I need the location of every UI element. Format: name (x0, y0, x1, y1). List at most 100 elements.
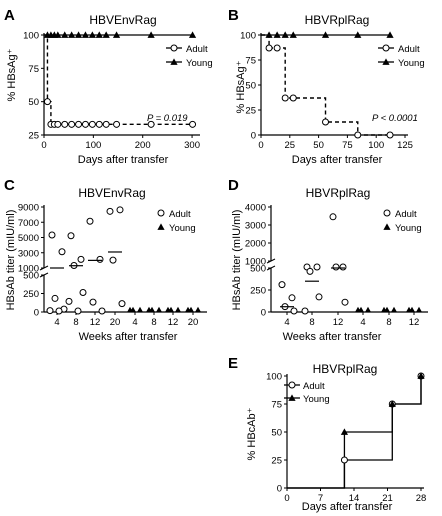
panel-a-adult-point-4 (54, 120, 62, 128)
panel-d-adult-point-9 (329, 213, 337, 221)
panel-a-young-point-7 (74, 31, 83, 38)
panel-d-xtick-label-2: 12 (333, 317, 344, 328)
panel-a-title: HBVEnvRag (89, 13, 156, 27)
panel-d-legend-young: Young (395, 223, 422, 234)
panel-a-adult-point-13 (147, 120, 155, 128)
panel-a-ytick-label-0: 25 (28, 131, 39, 142)
panel-a-xtick-label-2: 200 (135, 140, 151, 151)
panel-c-young-point-7 (174, 306, 182, 313)
panel-b-legend-adult-symbol-marker (382, 44, 390, 52)
panel-a-pvalue: P = 0.019 (147, 113, 188, 124)
panel-b-legend-adult: Adult (398, 44, 420, 55)
panel-c-young-point-8 (167, 306, 175, 313)
panel-b-ytick-label-1: 25 (245, 106, 256, 117)
panel-a-adult-point-1 (43, 98, 51, 106)
panel-a-adult-point-11 (102, 120, 110, 128)
panel-c-xtick-label-7: 20 (188, 317, 199, 328)
panel-c-adult-point-15 (98, 307, 106, 315)
panel-c-legend-young-symbol (157, 223, 165, 230)
panel-c-ytick-upper-label-2: 5000 (18, 233, 39, 244)
panel-d-ytick-upper-label-3: 4000 (245, 203, 266, 214)
panel-a-letter: A (4, 7, 15, 24)
panel-e-xtick-label-1: 7 (318, 493, 323, 504)
panel-b-young-point-3 (281, 31, 289, 38)
panel-a-adult-point-14 (189, 120, 197, 128)
panel-c-xtick-label-4: 4 (132, 317, 137, 328)
panel-c-ytick-upper-label-4: 9000 (18, 203, 39, 214)
panel-d-ytick-lower-label-1: 250 (250, 286, 266, 297)
panel-d-young-point-2 (357, 306, 365, 313)
panel-b-young-point-2 (273, 31, 281, 38)
panel-d-adult-point-1 (288, 294, 296, 302)
panel-e-legend-adult: Adult (303, 381, 325, 392)
panel-e-ytick-label-0: 0 (277, 484, 282, 495)
panel-a-adult-point-10 (95, 120, 103, 128)
panel-d-ylabel: HBsAb titer (mIU/ml) (231, 210, 243, 311)
panel-e: E HBVRplRag % HBcAb⁺ Days after transfer… (228, 355, 426, 513)
panel-a-young-point-9 (88, 31, 96, 38)
panel-b-ytick-label-0: 0 (251, 131, 256, 142)
panel-a-xtick-label-0: 0 (41, 140, 46, 151)
panel-a: A HBVEnvRag % HBsAg⁺ Days after transfer… (4, 7, 213, 166)
panel-c-axes: 1000 3000 5000 7000 9000 0 250 500 4 8 12 20 4 8 12 20 (18, 203, 207, 328)
panel-e-axes: 0 7 14 21 28 0 25 50 75 100 (266, 372, 426, 505)
panel-c-xtick-label-0: 4 (54, 317, 59, 328)
panel-d-ytick-upper-label-0: 1000 (245, 257, 266, 268)
panel-c-ytick-upper-label-3: 7000 (18, 218, 39, 229)
panel-c-xtick-label-2: 12 (90, 317, 101, 328)
panel-b-young-point-1 (265, 31, 273, 38)
panel-c-marks (46, 206, 202, 315)
panel-b-xlabel: Days after transfer (292, 154, 383, 166)
panel-a-xlabel: Days after transfer (78, 154, 169, 166)
panel-e-xtick-label-0: 0 (284, 493, 289, 504)
panel-c-adult-point-5 (55, 307, 63, 315)
panel-a-young-point-13 (147, 31, 155, 38)
panel-a-xtick-label-3: 300 (184, 140, 200, 151)
panel-d-ytick-upper-label-1: 2000 (245, 239, 266, 250)
panel-b-xtick-label-1: 25 (285, 140, 296, 151)
panel-d-legend-adult-symbol (383, 209, 391, 217)
panel-a-young-point-14 (188, 31, 197, 38)
panel-c-adult-point-9 (79, 289, 87, 296)
panel-a-young-point-12 (112, 31, 121, 38)
panel-c: C HBVEnvRag HBsAb titer (mIU/ml) Weeks a… (4, 177, 207, 343)
panel-e-ylabel: % HBcAb⁺ (246, 407, 258, 460)
panel-a-young-point-5 (61, 31, 69, 38)
panel-c-adult-point-10 (65, 297, 73, 305)
panel-a-ytick-label-3: 100 (23, 31, 39, 42)
panel-d-legend-young-symbol (383, 223, 391, 230)
panel-b-xtick-label-0: 0 (258, 140, 263, 151)
panel-e-legend-young-symbol-marker (288, 394, 296, 401)
panel-c-legend-young: Young (169, 223, 196, 234)
panel-a-xtick-label-1: 100 (85, 140, 101, 151)
panel-a-ytick-label-1: 50 (28, 97, 39, 108)
panel-b: B HBVRplRag % HBsAg⁺ Days after transfer… (228, 7, 425, 166)
panel-d-adult-point-11 (332, 263, 340, 271)
panel-e-ytick-label-3: 75 (271, 400, 282, 411)
panel-b-axes: 0 25 50 75 100 125 0 25 50 75 100 (240, 31, 413, 152)
panel-b-xtick-label-5: 125 (397, 140, 413, 151)
panel-d-marks (278, 209, 423, 315)
panel-c-ytick-lower-label-0: 0 (34, 308, 39, 319)
panel-c-young-point-5 (148, 306, 156, 313)
panel-c-adult-point-1 (58, 248, 66, 256)
panel-a-young-point-4 (54, 31, 62, 38)
panel-a-young-point-8 (81, 31, 90, 38)
panel-b-young-point-5 (321, 31, 330, 38)
panel-d-adult-point-8 (301, 307, 309, 315)
panel-a-legend-young: Young (186, 58, 213, 69)
panel-b-pvalue: P < 0.0001 (372, 113, 418, 124)
panel-b-ytick-label-4: 100 (240, 31, 256, 42)
panel-a-ytick-label-2: 75 (28, 64, 39, 75)
panel-c-ytick-upper-label-1: 3000 (18, 248, 39, 259)
panel-d-adult-point-3 (290, 307, 298, 315)
panel-a-young-point-11 (102, 31, 110, 38)
panel-c-letter: C (4, 177, 15, 194)
panel-d-xlabel: Weeks after transfer (283, 331, 382, 343)
panel-e-legend-young: Young (303, 394, 330, 405)
panel-b-adult-point-4 (289, 94, 297, 102)
panel-b-adult-line (261, 34, 391, 136)
panel-d-young-point-8 (408, 306, 416, 313)
panel-a-adult-point-7 (75, 120, 83, 128)
